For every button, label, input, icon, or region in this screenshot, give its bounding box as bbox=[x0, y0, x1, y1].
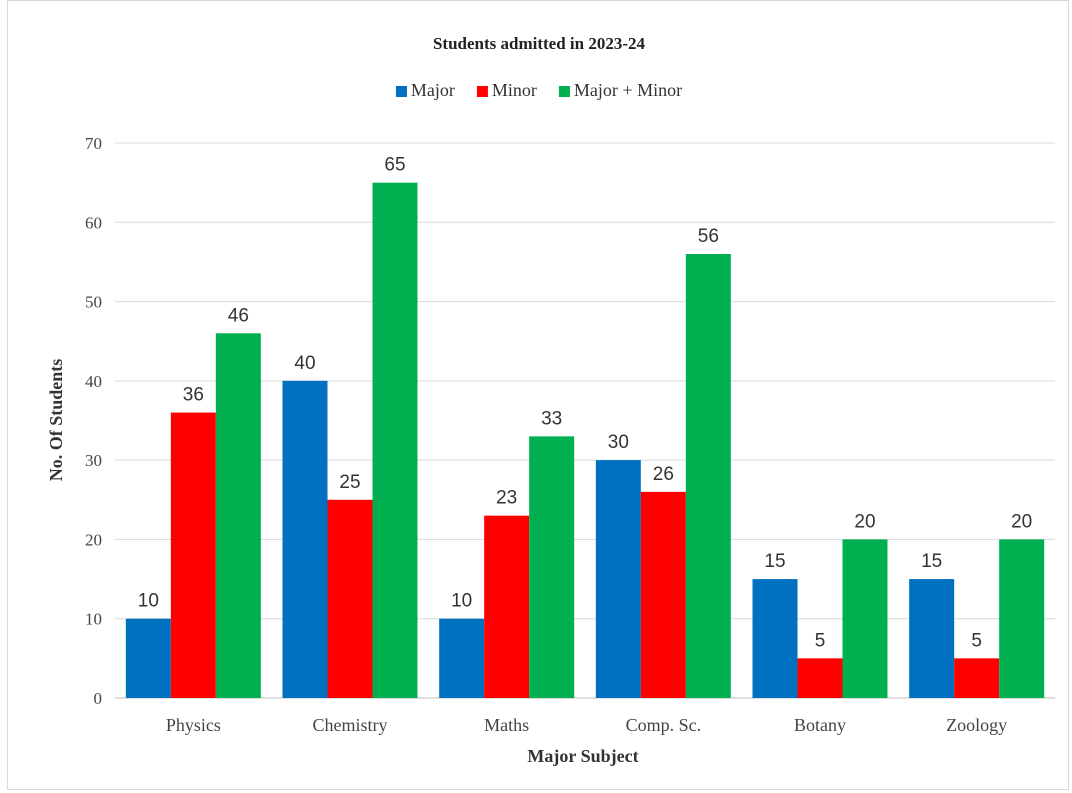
data-label: 25 bbox=[339, 472, 360, 493]
data-label: 56 bbox=[698, 226, 719, 247]
data-label: 15 bbox=[764, 551, 785, 572]
y-tick-label: 70 bbox=[85, 134, 102, 153]
legend-label: Major bbox=[411, 80, 455, 100]
data-label: 26 bbox=[653, 464, 674, 485]
chart-title: Students admitted in 2023-24 bbox=[433, 34, 646, 53]
bar-botany-major bbox=[752, 579, 798, 698]
x-tick-label: Chemistry bbox=[313, 715, 388, 735]
y-tick-label: 0 bbox=[94, 689, 103, 708]
data-label: 5 bbox=[971, 630, 982, 651]
bar-chemistry-major-minor bbox=[372, 182, 418, 699]
bar-chemistry-minor bbox=[327, 499, 373, 698]
data-label: 10 bbox=[451, 591, 472, 612]
y-tick-label: 10 bbox=[85, 610, 102, 629]
legend-swatch bbox=[476, 86, 488, 97]
y-tick-label: 40 bbox=[85, 372, 102, 391]
data-label: 20 bbox=[1011, 511, 1032, 532]
x-tick-label: Maths bbox=[484, 715, 529, 735]
y-axis-label: No. Of Students bbox=[46, 359, 66, 482]
bar-zoology-major-minor bbox=[999, 539, 1045, 698]
data-labels: 10 36 46 40 25 65 10 23 33 30 26 56 15 5 20 15 5 20 bbox=[138, 155, 1032, 652]
data-label: 15 bbox=[921, 551, 942, 572]
data-label: 23 bbox=[496, 488, 517, 509]
y-axis-ticks: 0 10 20 30 40 50 60 70 bbox=[85, 134, 102, 708]
data-label: 36 bbox=[183, 385, 204, 406]
bar-maths-major-minor bbox=[529, 436, 575, 698]
legend-swatch bbox=[558, 86, 570, 97]
y-tick-label: 50 bbox=[85, 293, 102, 312]
x-tick-label: Physics bbox=[166, 715, 221, 735]
legend-label: Minor bbox=[492, 80, 537, 100]
bars bbox=[125, 182, 1045, 699]
x-tick-label: Comp. Sc. bbox=[626, 715, 702, 735]
bar-zoology-major bbox=[909, 579, 955, 698]
y-tick-label: 60 bbox=[85, 213, 102, 232]
bar-physics-minor bbox=[170, 412, 216, 698]
bar-physics-major bbox=[125, 618, 171, 698]
x-tick-label: Botany bbox=[794, 715, 846, 735]
x-axis-label: Major Subject bbox=[527, 746, 638, 766]
data-label: 46 bbox=[228, 305, 249, 326]
data-label: 40 bbox=[294, 353, 315, 374]
y-tick-label: 20 bbox=[85, 530, 102, 549]
bar-maths-minor bbox=[484, 515, 530, 698]
gridlines bbox=[115, 142, 1055, 699]
bar-botany-minor bbox=[797, 658, 843, 698]
data-label: 20 bbox=[854, 511, 875, 532]
x-axis-ticks: Physics Chemistry Maths Comp. Sc. Botany Zool… bbox=[166, 715, 1007, 735]
bar-maths-major bbox=[439, 618, 485, 698]
x-tick-label: Zoology bbox=[946, 715, 1007, 735]
data-label: 30 bbox=[608, 432, 629, 453]
bar-physics-major-minor bbox=[215, 333, 261, 698]
legend-swatch bbox=[395, 86, 407, 97]
bar-comp-sc--major-minor bbox=[685, 254, 731, 698]
bar-comp-sc--major bbox=[595, 460, 641, 698]
bar-botany-major-minor bbox=[842, 539, 888, 698]
data-label: 5 bbox=[815, 630, 826, 651]
data-label: 33 bbox=[541, 408, 562, 429]
data-label: 10 bbox=[138, 591, 159, 612]
legend: Major Minor Major + Minor bbox=[395, 80, 682, 100]
bar-chemistry-major bbox=[282, 380, 328, 698]
bar-zoology-minor bbox=[954, 658, 1000, 698]
data-label: 65 bbox=[384, 155, 405, 176]
y-tick-label: 30 bbox=[85, 451, 102, 470]
legend-label: Major + Minor bbox=[574, 80, 682, 100]
bar-comp-sc--minor bbox=[640, 491, 686, 698]
